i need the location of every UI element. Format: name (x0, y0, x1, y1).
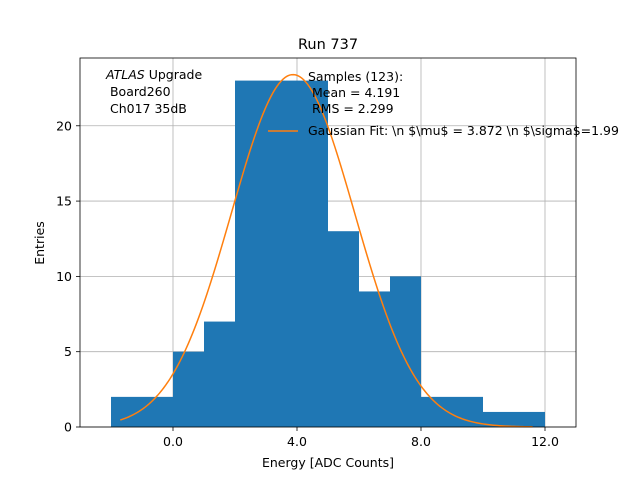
x-tick-label: 12.0 (531, 434, 559, 449)
x-tick-label: 8.0 (411, 434, 431, 449)
x-axis-label: Energy [ADC Counts] (262, 455, 394, 470)
annotation-line-3: Ch017 35dB (106, 101, 187, 116)
histogram-bar (235, 80, 328, 428)
annotation-line-2: Board260 (106, 84, 171, 99)
histogram-bar (204, 321, 235, 427)
x-tick-label: 0.0 (163, 434, 183, 449)
x-axis-ticks: 0.0 4.0 8.0 12.0 (163, 427, 559, 449)
histogram-bar (390, 276, 421, 427)
legend-rms: RMS = 2.299 (308, 101, 394, 116)
x-tick-label: 4.0 (287, 434, 307, 449)
y-tick-label: 0 (64, 420, 72, 435)
gaussian-fit-curve (120, 73, 533, 428)
y-tick-label: 5 (64, 344, 72, 359)
y-axis-ticks: 0 5 10 15 20 (56, 118, 80, 435)
legend: Samples (123): Mean = 4.191 RMS = 2.299 … (268, 69, 619, 138)
histogram-bar (483, 411, 545, 427)
y-tick-label: 20 (56, 118, 72, 133)
y-tick-label: 10 (56, 269, 72, 284)
experiment-annotation: ATLAS Upgrade Board260 Ch017 35dB (105, 67, 202, 116)
annotation-line-1-rest: Upgrade (145, 67, 203, 82)
legend-samples-header: Samples (123): (308, 69, 403, 84)
chart-title: Run 737 (298, 37, 358, 53)
y-tick-label: 15 (56, 194, 72, 209)
histogram-bars (111, 80, 545, 428)
histogram-bar (359, 291, 390, 427)
legend-mean: Mean = 4.191 (308, 85, 400, 100)
annotation-italic: ATLAS (105, 67, 145, 82)
histogram-bar (173, 351, 204, 427)
histogram-bar (111, 396, 173, 427)
histogram-bar (328, 231, 359, 427)
axes-frame (79, 57, 577, 428)
legend-fit-label: Gaussian Fit: \n $\mu$ = 3.872 \n $\sigm… (308, 123, 619, 138)
y-axis-label: Entries (32, 221, 47, 265)
annotation-line-1: ATLAS Upgrade (105, 67, 202, 82)
